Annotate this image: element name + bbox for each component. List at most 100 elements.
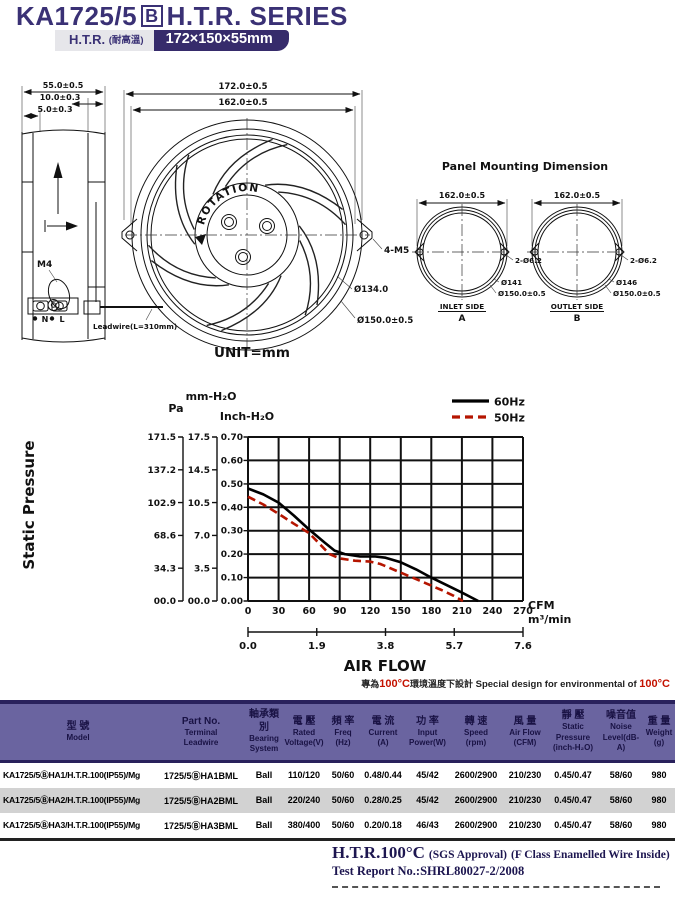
table-cell: 0.45/0.47 xyxy=(554,770,592,781)
rotation-label-text: ROTATION xyxy=(195,182,259,227)
table-cell: 1725/5ⒷHA2BML xyxy=(164,795,239,806)
tick-label: 180 xyxy=(421,606,441,617)
side-view-body xyxy=(21,129,106,343)
table-cell: 50/60 xyxy=(331,770,355,781)
y-axis-title: Static Pressure xyxy=(20,440,38,569)
table-cell: 220/240 xyxy=(287,795,321,806)
tick-label: 34.3 xyxy=(154,564,176,574)
dia-opening-label: Ø150.0±0.5 xyxy=(357,315,413,326)
table-cell: 210/230 xyxy=(508,795,542,806)
tick-label: 0.20 xyxy=(221,550,243,560)
screw-size-label: M4 xyxy=(37,260,52,270)
bolt-hole-inner xyxy=(262,221,272,231)
technical-drawings: 55.0±0.5 10.0±0.3 5.0±0.3 M4 N xyxy=(21,81,661,361)
tick-label: 7.0 xyxy=(194,532,210,542)
table-cell: 210/230 xyxy=(508,770,542,781)
column-header: 重 量 Weight (g) xyxy=(643,699,675,763)
note-en-text: Special design for environmental of xyxy=(473,679,640,690)
column-header: 靜 壓 Static Pressure (inch-H₂O) xyxy=(547,699,599,763)
extension-lines xyxy=(21,86,106,132)
tick-label: 00.0 xyxy=(188,597,210,607)
inlet-side-letter: A xyxy=(459,314,466,324)
outlet-side-drawing: 162.0±0.5 2-Ø6.2 Ø146 Ø150.0±0.5 OUTLET … xyxy=(527,191,661,324)
series-name-label: H.T.R. (耐高溫) xyxy=(55,30,154,51)
unit-label: UNIT=mm xyxy=(214,345,290,361)
dia-impeller-label: Ø134.0 xyxy=(354,284,388,295)
leader-line xyxy=(620,254,629,261)
table-cell: 46/43 xyxy=(406,812,449,841)
tick-label: 0.70 xyxy=(221,433,243,443)
rotation-label: ROTATION xyxy=(195,182,260,227)
bolt-hole xyxy=(235,249,251,265)
tick-label: 30 xyxy=(272,606,286,617)
terminal-l-label: L xyxy=(59,315,64,324)
spec-table-head: 型 號 Model Part No. Terminal Leadwire 軸承類別 Bear… xyxy=(0,699,675,763)
tick-label: 0.0 xyxy=(239,641,257,652)
m3min-scale xyxy=(247,627,524,637)
tick-label: 0.40 xyxy=(221,503,243,513)
note-cn-prefix: 專為 xyxy=(361,679,380,689)
series-name-note: (耐高溫) xyxy=(108,35,144,46)
bolt-hole-inner xyxy=(238,252,248,262)
centerlines xyxy=(527,204,627,300)
mounting-ears xyxy=(121,218,373,252)
mmh2o-axis xyxy=(212,436,218,602)
terminal-screw-housing xyxy=(32,300,49,312)
tick-label: 1.9 xyxy=(308,641,326,652)
tick-label: 0.10 xyxy=(221,574,243,584)
terminal-block xyxy=(27,297,79,315)
fan-blades xyxy=(147,138,347,332)
table-cell: 0.28/0.25 xyxy=(364,795,402,806)
tick-label: 5.7 xyxy=(445,641,463,652)
rotation-arrow-shaft xyxy=(44,220,68,232)
tick-label: 17.5 xyxy=(188,433,210,443)
table-cell: 2600/2900 xyxy=(454,770,498,781)
dim-holes-label: 162.0±0.5 xyxy=(218,98,267,108)
column-header: 風 量 Air Flow (CFM) xyxy=(503,699,547,763)
inlet-side-label: INLET SIDE xyxy=(440,302,484,311)
extension-lines xyxy=(531,199,623,246)
terminal-n-label: N xyxy=(42,315,49,324)
tick-label: 120 xyxy=(360,606,380,617)
centerlines xyxy=(412,204,512,300)
series-60Hz xyxy=(247,487,479,603)
m3min-tick-labels: 0.0 1.9 3.8 5.7 7.6 xyxy=(239,641,532,652)
fan-blade xyxy=(206,275,282,332)
column-header: Part No. Terminal Leadwire xyxy=(156,699,246,763)
table-cell: 110/120 xyxy=(287,770,321,781)
bolt-hole-inner xyxy=(224,217,234,227)
performance-chart: Static Pressure Pa mm-H₂O Inch-H₂O 171.5… xyxy=(20,390,571,675)
table-cell: 980 xyxy=(651,795,667,806)
tick-label: 0.30 xyxy=(221,527,243,537)
inlet-dia-inner-label: Ø141 xyxy=(501,278,522,287)
footer-divider xyxy=(332,886,660,888)
terminal-screw-housing xyxy=(51,300,68,312)
table-row: KA1725/5ⒷHA2/H.T.R.100(IP55)/Mg 1725/5ⒷHA… xyxy=(0,787,675,813)
table-cell: 2600/2900 xyxy=(454,795,498,806)
panel-mounting-title: Panel Mounting Dimension xyxy=(442,160,608,173)
page-title: KA1725/5 B H.T.R. SERIES xyxy=(16,1,348,32)
leader-line xyxy=(608,278,615,283)
fan-blade xyxy=(174,154,196,245)
table-cell: 58/60 xyxy=(609,795,633,806)
leader-line xyxy=(489,284,497,294)
front-view-drawing: 172.0±0.5 162.0±0.5 xyxy=(121,82,413,361)
outlet-dia-inner-label: Ø146 xyxy=(616,278,637,287)
leader-line xyxy=(48,269,58,283)
rotation-arrow-icon xyxy=(195,234,206,245)
mmh2o-unit-label: mm-H₂O xyxy=(186,390,237,403)
cfm-unit-label: CFM xyxy=(528,599,555,612)
terminal-dot xyxy=(49,316,55,321)
column-header: 轉 速 Speed (rpm) xyxy=(449,699,503,763)
pa-tick-labels: 171.5 137.2 102.9 68.6 34.3 00.0 xyxy=(148,433,176,607)
chart-grid xyxy=(247,436,524,602)
inlet-dia-outer-label: Ø150.0±0.5 xyxy=(498,289,546,298)
design-note: 專為100°C環境溫度下設計 Special design for enviro… xyxy=(361,677,670,690)
fan-blade xyxy=(212,138,288,195)
table-cell: 45/42 xyxy=(416,770,439,781)
cfm-tick-labels: 0 30 60 90 120 150 180 210 240 270 xyxy=(245,606,534,617)
mounting-holes-label: 4-M5 xyxy=(384,246,409,256)
fan-blade xyxy=(298,225,320,316)
tick-label: 0.00 xyxy=(221,597,243,607)
note-temp-1: 100°C xyxy=(379,678,410,690)
